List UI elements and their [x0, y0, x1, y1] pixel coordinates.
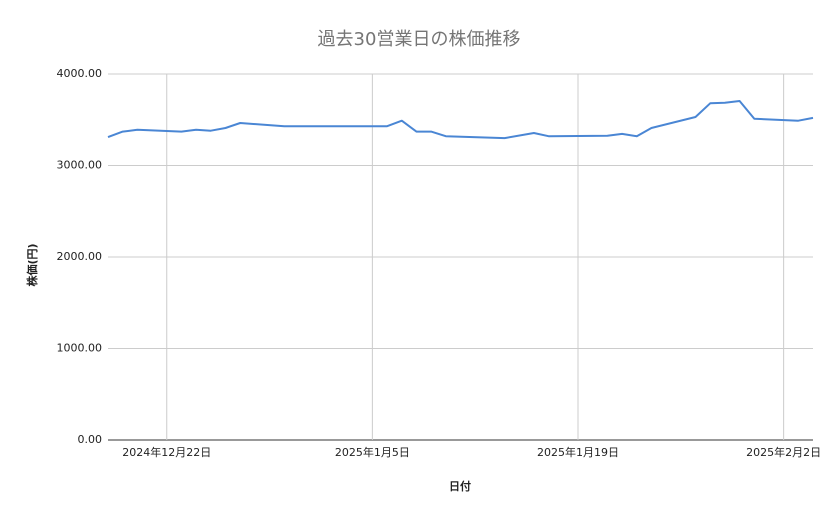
y-tick-label: 1000.00	[57, 342, 103, 355]
y-tick-label: 0.00	[78, 433, 103, 446]
x-tick-label: 2025年1月5日	[335, 445, 410, 459]
x-tick-label: 2025年1月19日	[537, 445, 619, 459]
y-tick-label: 4000.00	[57, 67, 103, 80]
chart-title: 過去30営業日の株価推移	[318, 29, 521, 50]
y-axis-title: 株価(円)	[25, 243, 39, 286]
line-series	[107, 100, 814, 140]
y-tick-label: 3000.00	[57, 159, 103, 172]
x-tick-label: 2025年2月2日	[746, 445, 821, 459]
y-tick-label: 2000.00	[57, 250, 103, 263]
x-axis-title: 日付	[449, 479, 471, 493]
x-tick-label: 2024年12月22日	[122, 445, 211, 459]
